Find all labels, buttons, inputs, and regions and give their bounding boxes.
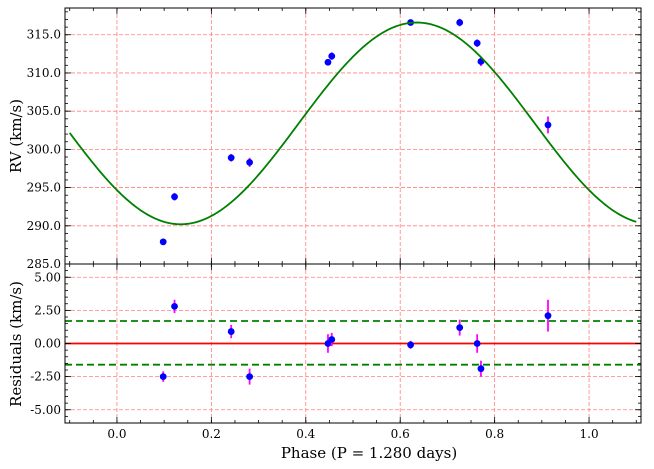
data-point (246, 158, 254, 166)
data-point (544, 312, 552, 320)
data-point (227, 154, 235, 162)
phase-axis-label: Phase (P = 1.280 days) (281, 444, 457, 462)
y-tick-label: 290.0 (27, 219, 61, 233)
data-point (171, 193, 178, 201)
residuals-panel: -5.00 -2.50 0.00 2.50 5.00 0.0 0.2 0.4 0.6 0.8 1.0 (30, 263, 642, 441)
data-point (324, 58, 332, 66)
x-tick-label: 1.0 (580, 427, 599, 441)
data-point (246, 373, 254, 381)
data-point (407, 341, 414, 349)
data-point (328, 52, 336, 60)
model-curve (68, 21, 637, 226)
y-tick-label: -2.50 (30, 370, 61, 384)
x-tick-label: 0.0 (107, 427, 126, 441)
x-tick-label: 0.6 (391, 427, 410, 441)
data-point (544, 121, 552, 129)
y-tick-label: 315.0 (27, 28, 61, 42)
rv-panel: 285.0 290.0 295.0 300.0 305.0 310.0 315.0 (27, 7, 642, 271)
data-point (328, 336, 336, 343)
data-point (456, 19, 464, 26)
y-tick-label: 0.00 (34, 337, 61, 351)
data-point (477, 365, 485, 373)
y-tick-label: 5.00 (34, 270, 61, 284)
x-tick-label: 0.4 (296, 427, 315, 441)
y-tick-label: 285.0 (27, 257, 61, 271)
data-point (159, 373, 167, 381)
y-tick-label: 310.0 (27, 66, 61, 80)
y-tick-label: -5.00 (30, 403, 61, 417)
rv-axis-label: RV (km/s) (7, 99, 25, 173)
data-point (227, 328, 235, 335)
data-point (456, 324, 464, 331)
grid (65, 8, 641, 265)
x-tick-label: 0.8 (485, 427, 504, 441)
x-tick-label: 0.2 (202, 427, 221, 441)
data-point (159, 238, 167, 246)
ticks (65, 8, 641, 265)
y-tick-label: 295.0 (27, 181, 61, 195)
ticks (65, 263, 641, 424)
y-tick-label: 2.50 (34, 303, 61, 317)
data-point (171, 303, 178, 310)
y-tick-label: 300.0 (27, 142, 61, 156)
data-point (473, 39, 481, 47)
data-point (473, 340, 481, 347)
residuals-axis-label: Residuals (km/s) (7, 281, 25, 407)
y-tick-label: 305.0 (27, 104, 61, 118)
